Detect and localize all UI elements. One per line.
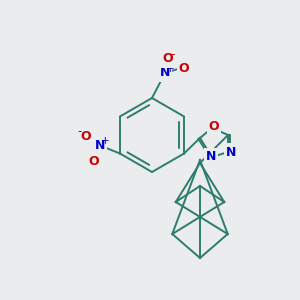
Text: +: + — [166, 64, 174, 74]
Text: O: O — [81, 130, 91, 143]
Text: -: - — [171, 49, 175, 62]
Text: O: O — [209, 121, 219, 134]
Text: N: N — [160, 67, 170, 80]
Text: O: O — [179, 61, 189, 74]
Text: N: N — [95, 139, 105, 152]
Text: -: - — [78, 125, 82, 138]
Text: N: N — [226, 146, 236, 158]
Text: O: O — [88, 155, 99, 168]
Text: O: O — [163, 52, 173, 65]
Text: +: + — [100, 136, 109, 146]
Text: N: N — [206, 151, 216, 164]
